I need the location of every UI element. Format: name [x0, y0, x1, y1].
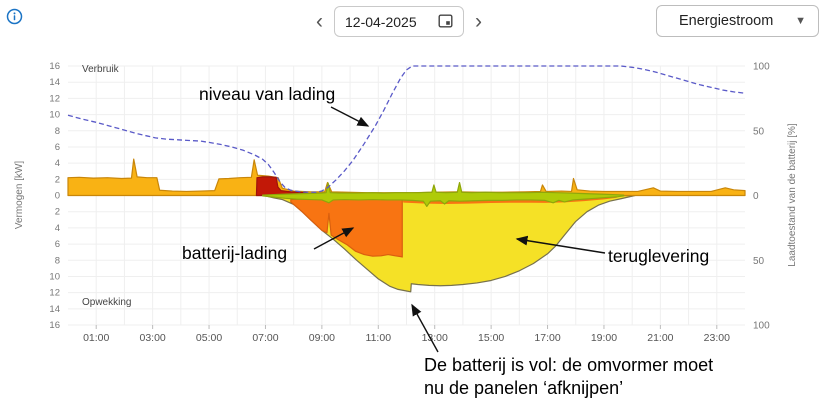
- series-own-use-green: [262, 181, 625, 208]
- svg-text:0: 0: [55, 191, 60, 202]
- svg-text:05:00: 05:00: [196, 332, 222, 344]
- svg-text:12: 12: [49, 93, 60, 104]
- svg-text:07:00: 07:00: [252, 332, 278, 344]
- svg-text:100: 100: [753, 62, 770, 73]
- svg-text:Vermogen [kW]: Vermogen [kW]: [14, 161, 25, 230]
- svg-text:14: 14: [49, 77, 60, 88]
- annotation-arrow: [515, 235, 606, 254]
- annotation-arrow: [411, 303, 439, 353]
- svg-text:01:00: 01:00: [83, 332, 109, 344]
- annotation-niveau-van-lading: niveau van lading: [199, 84, 336, 104]
- svg-text:03:00: 03:00: [139, 332, 165, 344]
- quadrant-label-opwekking: Opwekking: [82, 297, 132, 308]
- svg-text:12: 12: [49, 288, 60, 299]
- series-soc-line: [67, 65, 746, 193]
- svg-text:11:00: 11:00: [366, 332, 392, 344]
- svg-text:6: 6: [55, 142, 60, 153]
- series-consumption-amber: [67, 158, 746, 197]
- svg-text:16: 16: [49, 61, 60, 72]
- svg-text:15:00: 15:00: [478, 332, 504, 344]
- svg-text:13:00: 13:00: [422, 332, 448, 344]
- annotation-teruglevering: teruglevering: [608, 246, 710, 266]
- date-input[interactable]: 12-04-2025: [334, 6, 464, 37]
- svg-text:0: 0: [753, 191, 759, 202]
- annotation-arrow: [313, 227, 355, 250]
- svg-text:8: 8: [55, 126, 60, 137]
- svg-text:2: 2: [55, 174, 60, 185]
- chevron-down-icon: ▼: [795, 15, 806, 27]
- view-select[interactable]: Energiestroom ▼: [656, 5, 819, 37]
- svg-text:14: 14: [49, 304, 60, 315]
- view-select-value: Energiestroom: [679, 13, 774, 29]
- svg-text:19:00: 19:00: [591, 332, 617, 344]
- svg-text:17:00: 17:00: [534, 332, 560, 344]
- svg-text:2: 2: [55, 207, 60, 218]
- annotation-arrow: [330, 106, 370, 127]
- date-value: 12-04-2025: [345, 13, 417, 30]
- svg-text:4: 4: [55, 223, 60, 234]
- annotation-batterij-lading: batterij-lading: [182, 243, 288, 263]
- previous-day-button[interactable]: ‹: [316, 9, 323, 33]
- svg-text:6: 6: [55, 239, 60, 250]
- svg-text:23:00: 23:00: [704, 332, 730, 344]
- svg-text:16: 16: [49, 320, 60, 331]
- svg-text:21:00: 21:00: [647, 332, 673, 344]
- svg-text:4: 4: [55, 158, 60, 169]
- date-navigation: ‹ 12-04-2025 ›: [314, 6, 484, 37]
- calendar-icon[interactable]: [438, 13, 453, 31]
- next-day-button[interactable]: ›: [475, 9, 482, 33]
- svg-text:100: 100: [753, 321, 770, 332]
- svg-text:10: 10: [49, 110, 60, 121]
- svg-text:50: 50: [753, 256, 765, 267]
- info-icon[interactable]: [6, 8, 23, 25]
- svg-text:Laadtoestand van de batterij [: Laadtoestand van de batterij [%]: [787, 123, 798, 267]
- svg-text:10: 10: [49, 271, 60, 282]
- annotation-batterij-vol: De batterij is vol: de omvormer moet nu …: [424, 355, 714, 398]
- svg-text:50: 50: [753, 126, 765, 137]
- svg-text:8: 8: [55, 255, 60, 266]
- svg-text:09:00: 09:00: [309, 332, 335, 344]
- quadrant-label-verbruik: Verbruik: [82, 64, 119, 75]
